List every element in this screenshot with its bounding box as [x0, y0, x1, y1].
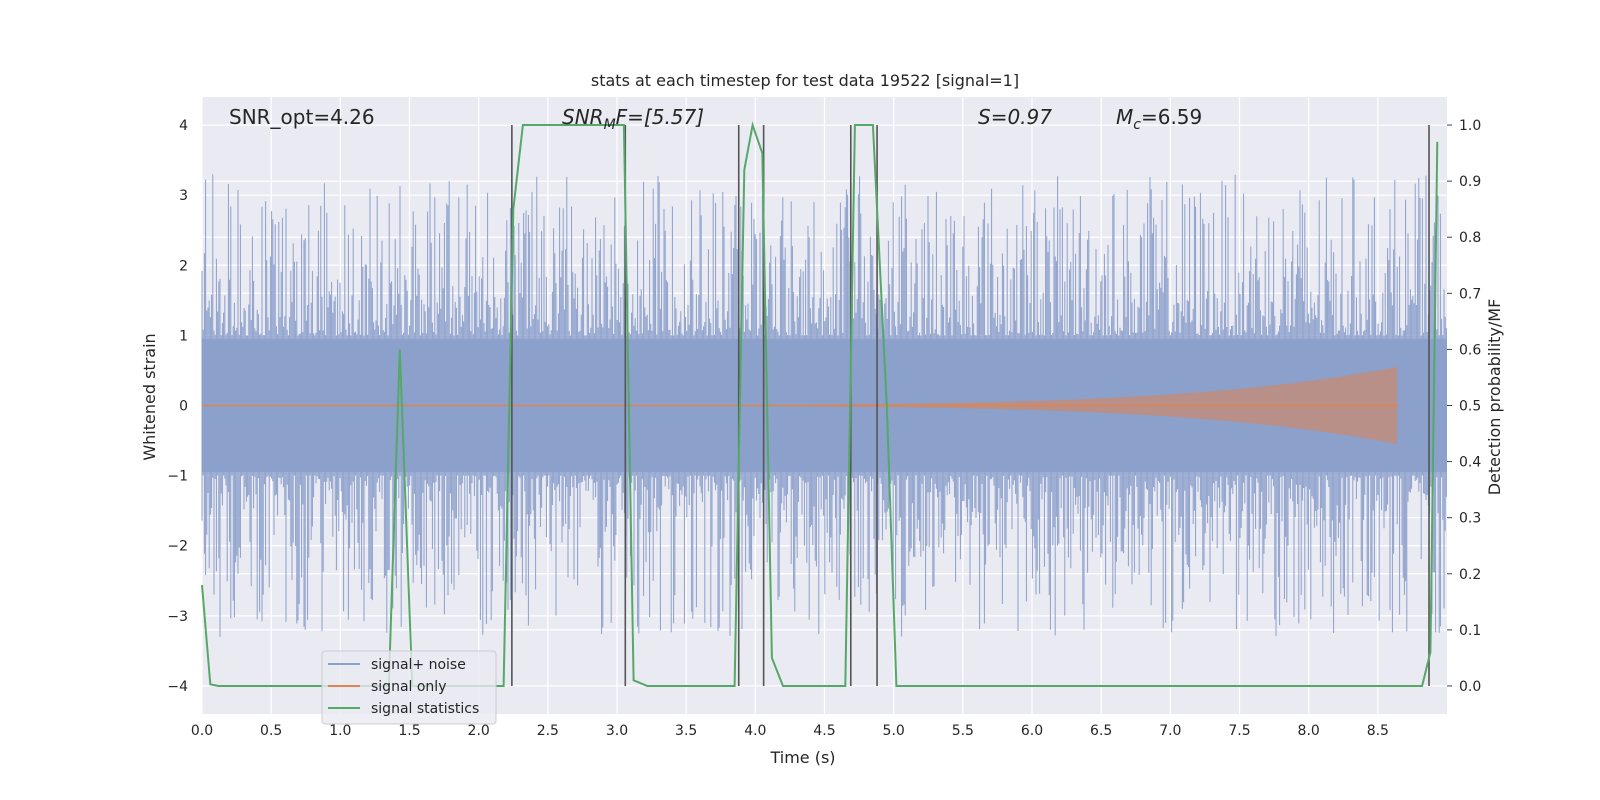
right-y-tick-label: 0.3: [1459, 511, 1481, 527]
left-y-tick-label: −3: [167, 609, 188, 625]
left-y-tick-label: 0: [179, 399, 188, 415]
chart-title: stats at each timestep for test data 195…: [591, 71, 1019, 90]
right-y-tick-label: 0.6: [1459, 342, 1481, 358]
x-tick-labels: 0.0 0.5 1.0 1.5 2.0 2.5 3.0 3.5 4.0 4.5 5.0 5.5 6.0 6…: [191, 723, 1389, 739]
legend-label-stats: signal statistics: [371, 701, 479, 717]
snr-mf-annotation: SNRMF=[5.57]: [562, 105, 704, 133]
x-tick-label: 5.5: [952, 723, 974, 739]
x-tick-label: 6.5: [1090, 723, 1112, 739]
x-tick-label: 6.0: [1021, 723, 1043, 739]
left-y-tick-label: 4: [179, 118, 188, 134]
right-y-tick-labels: 1.0 0.9 0.8 0.7 0.6 0.5 0.4 0.3 0.2 0.1 0.0: [1447, 118, 1481, 695]
x-tick-label: 0.0: [191, 723, 213, 739]
x-tick-label: 1.5: [398, 723, 420, 739]
left-y-tick-label: 1: [179, 328, 188, 344]
x-tick-label: 7.0: [1159, 723, 1181, 739]
right-y-tick-label: 0.4: [1459, 455, 1481, 471]
left-y-tick-label: 2: [179, 258, 188, 274]
left-y-tick-label: −1: [167, 469, 188, 485]
x-tick-label: 8.0: [1298, 723, 1320, 739]
left-y-tick-label: 3: [179, 188, 188, 204]
right-y-tick-label: 1.0: [1459, 118, 1481, 134]
right-y-tick-label: 0.5: [1459, 399, 1481, 415]
x-tick-label: 7.5: [1228, 723, 1250, 739]
legend-box: [321, 650, 497, 725]
signal-statistics-series: [201, 121, 1439, 687]
x-tick-label: 5.0: [883, 723, 905, 739]
legend-label-noise: signal+ noise: [371, 657, 466, 673]
s-annotation: S=0.97: [978, 105, 1052, 129]
x-tick-label: 0.5: [260, 723, 282, 739]
legend-label-signal: signal only: [371, 679, 446, 695]
left-y-tick-label: −2: [167, 539, 188, 555]
right-y-tick-label: 0.2: [1459, 567, 1481, 583]
x-tick-label: 1.0: [329, 723, 351, 739]
right-y-tick-label: 0.8: [1459, 230, 1481, 246]
mc-annotation: Mc=6.59: [1116, 105, 1202, 133]
x-tick-label: 3.5: [675, 723, 697, 739]
x-tick-label: 2.0: [468, 723, 490, 739]
right-y-tick-label: 0.0: [1459, 679, 1481, 695]
signal-statistics-line: [201, 121, 1439, 687]
x-axis-label: Time (s): [769, 748, 835, 767]
left-y-tick-label: −4: [167, 679, 188, 695]
right-y-tick-label: 0.9: [1459, 174, 1481, 190]
legend: signal+ noise signal only signal statist…: [321, 650, 497, 725]
left-y-axis-label: Whitened strain: [140, 333, 159, 460]
x-tick-label: 3.0: [606, 723, 628, 739]
right-y-tick-label: 0.1: [1459, 623, 1481, 639]
x-tick-label: 8.5: [1367, 723, 1389, 739]
right-y-tick-label: 0.7: [1459, 286, 1481, 302]
snr-opt-annotation: SNR_opt=4.26: [229, 105, 375, 129]
x-tick-label: 2.5: [537, 723, 559, 739]
x-tick-label: 4.0: [744, 723, 766, 739]
right-y-axis-label: Detection probability/MF: [1485, 299, 1504, 496]
left-y-tick-labels: 4 3 2 1 0 −1 −2 −3 −4: [167, 118, 188, 695]
x-tick-label: 4.5: [813, 723, 835, 739]
